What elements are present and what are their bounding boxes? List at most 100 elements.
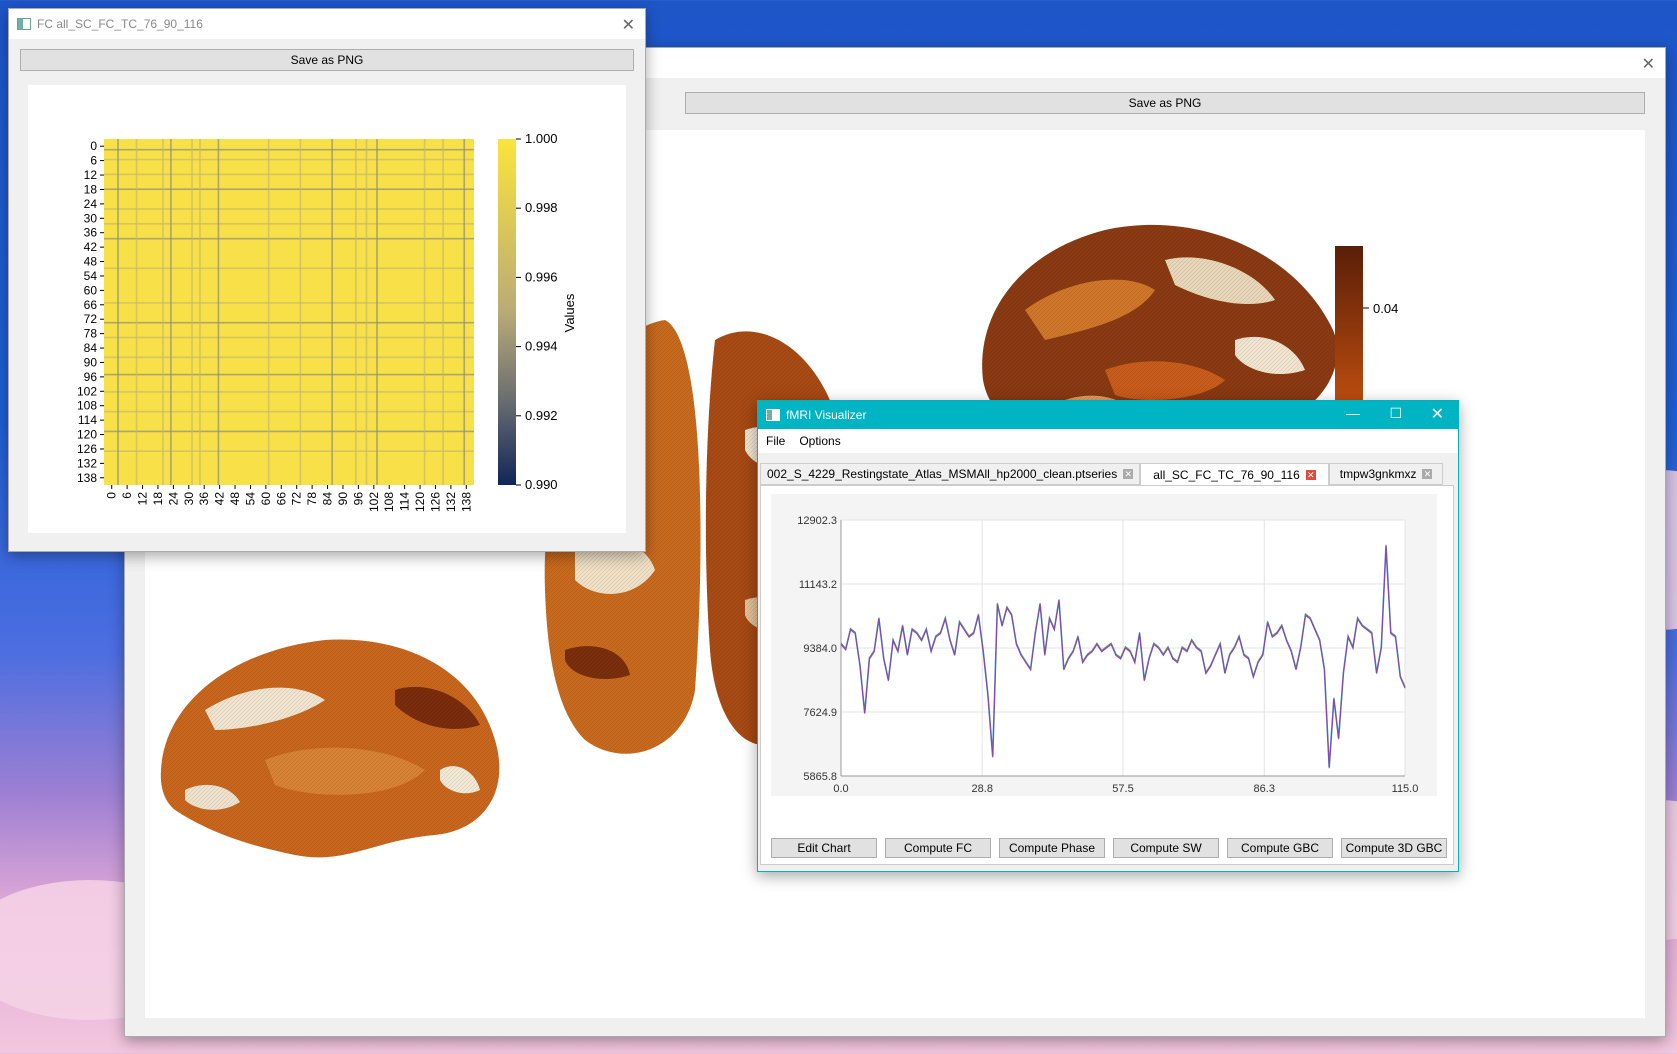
- chart-area[interactable]: 12902.3 11143.2 9384.0 7624.9 5865.8 0.0 28.8…: [771, 494, 1437, 796]
- heatmap-row-band: [104, 158, 474, 161]
- compute-gbc-button[interactable]: Compute GBC: [1227, 838, 1333, 858]
- app-icon: [17, 18, 31, 30]
- heatmap-col-band: [463, 139, 466, 485]
- heatmap-row-band: [104, 356, 474, 359]
- x-tick-label: 28.8: [972, 783, 993, 795]
- x-tick-label: 84: [321, 492, 335, 506]
- heatmap-col-band: [299, 139, 302, 485]
- heatmap-col-band: [191, 139, 193, 485]
- heatmap-col-band: [170, 139, 172, 485]
- x-tick-label: 114: [398, 492, 412, 511]
- tab-close-icon[interactable]: ✕: [1305, 469, 1316, 480]
- colorbar-tick-label: 0.998: [525, 200, 558, 215]
- x-tick-label: 36: [197, 492, 211, 506]
- x-tick-label: 66: [274, 492, 288, 506]
- heatmap-row-band: [104, 430, 474, 433]
- heatmap-row-band: [104, 373, 474, 376]
- save-png-button[interactable]: Save as PNG: [20, 49, 634, 71]
- colorbar-tick-label: 0.996: [525, 269, 558, 284]
- fc-window: FC all_SC_FC_TC_76_90_116 ✕ Save as PNG …: [8, 8, 646, 552]
- y-tick-label: 66: [84, 298, 98, 312]
- heatmap-base: [104, 139, 474, 485]
- tab-ptseries[interactable]: 002_S_4229_Restingstate_Atlas_MSMAll_hp2…: [760, 463, 1141, 485]
- x-tick-label: 30: [182, 492, 196, 506]
- x-tick-label: 108: [382, 492, 396, 512]
- colorbar-tick-label: 1.000: [525, 131, 558, 146]
- y-tick-label: 30: [84, 211, 98, 225]
- y-tick-label: 90: [84, 355, 98, 369]
- fmri-visualizer-window: fMRI Visualizer — ☐ ✕ File Options 002_S…: [757, 400, 1459, 872]
- fc-heatmap-panel: 0 6 12 18 24 30 36 42 48 54 60 66 72 78 84 90 96 102 108 11…: [28, 85, 626, 533]
- x-tick-label: 0: [105, 492, 119, 499]
- heatmap-row-band: [104, 188, 474, 191]
- brain-colorbar-tick: 0.04: [1373, 301, 1398, 316]
- y-tick-label: 0: [90, 139, 97, 153]
- chart-series: [840, 544, 1406, 769]
- close-icon[interactable]: ✕: [1430, 406, 1444, 423]
- close-icon[interactable]: ✕: [621, 17, 635, 34]
- minimize-icon[interactable]: —: [1346, 405, 1360, 421]
- y-tick-label: 12902.3: [797, 515, 837, 527]
- x-tick-label: 86.3: [1254, 783, 1275, 795]
- y-tick-label: 126: [77, 442, 97, 456]
- heatmap-row-band: [104, 148, 474, 151]
- y-tick-label: 132: [77, 456, 97, 470]
- tab-all-sc-fc[interactable]: all_SC_FC_TC_76_90_116 ✕: [1140, 463, 1329, 485]
- x-tick-label: 78: [305, 492, 319, 506]
- y-tick-label: 138: [77, 471, 97, 485]
- heatmap-row-band: [104, 267, 474, 270]
- heatmap-col-band: [365, 139, 368, 485]
- menu-file[interactable]: File: [766, 434, 786, 448]
- x-tick-label: 72: [290, 492, 304, 506]
- save-png-button[interactable]: Save as PNG: [685, 92, 1645, 114]
- x-tick-label: 54: [243, 492, 257, 506]
- edit-chart-button[interactable]: Edit Chart: [771, 838, 877, 858]
- heatmap-colorbar-label: Values: [562, 293, 577, 332]
- tab-close-icon[interactable]: ✕: [1123, 469, 1134, 479]
- heatmap-row-band: [104, 450, 474, 452]
- heatmap-row-band: [104, 223, 474, 225]
- heatmap-row-band: [104, 302, 474, 304]
- compute-3d-gbc-button[interactable]: Compute 3D GBC: [1341, 838, 1447, 858]
- heatmap-y-ticks: 0612182430364248546066727884909610210811…: [77, 139, 104, 485]
- y-tick-label: 7624.9: [803, 707, 837, 719]
- line-chart: 12902.3 11143.2 9384.0 7624.9 5865.8 0.0 28.8…: [797, 515, 1418, 795]
- fmri-window-title: fMRI Visualizer: [786, 408, 867, 422]
- maximize-icon[interactable]: ☐: [1389, 405, 1402, 421]
- colorbar-tick-label: 0.990: [525, 477, 558, 492]
- x-tick-label: 126: [428, 492, 442, 512]
- chart-y-ticks: 12902.3 11143.2 9384.0 7624.9 5865.8: [797, 515, 837, 783]
- heatmap-col-band: [423, 139, 426, 485]
- tab-bar: 002_S_4229_Restingstate_Atlas_MSMAll_hp2…: [760, 463, 1444, 485]
- menu-options[interactable]: Options: [799, 434, 841, 448]
- compute-sw-button[interactable]: Compute SW: [1113, 838, 1219, 858]
- heatmap-row-band: [104, 208, 474, 210]
- heatmap-col-band: [135, 139, 138, 485]
- heatmap-col-band: [331, 139, 333, 485]
- heatmap-row-band: [104, 391, 474, 393]
- x-tick-label: 42: [213, 492, 227, 506]
- tab-label: tmpw3gnkmxz: [1339, 467, 1417, 481]
- x-tick-label: 132: [444, 492, 458, 512]
- y-tick-label: 102: [77, 384, 97, 398]
- y-tick-label: 96: [84, 370, 98, 384]
- y-tick-label: 120: [77, 428, 97, 442]
- x-tick-label: 18: [151, 492, 165, 506]
- fmri-titlebar: fMRI Visualizer — ☐ ✕: [758, 401, 1458, 429]
- compute-phase-button[interactable]: Compute Phase: [999, 838, 1105, 858]
- x-tick-label: 12: [136, 492, 150, 506]
- compute-fc-button[interactable]: Compute FC: [885, 838, 991, 858]
- tab-tmp[interactable]: tmpw3gnkmxz ✕: [1328, 463, 1444, 485]
- y-tick-label: 42: [84, 240, 98, 254]
- y-tick-label: 84: [84, 341, 98, 355]
- x-tick-label: 90: [336, 492, 350, 506]
- colorbar-tick-label: 0.994: [525, 339, 558, 354]
- close-icon[interactable]: ✕: [1641, 56, 1655, 73]
- heatmap-col-band: [199, 139, 201, 485]
- heatmap-col-band: [117, 139, 119, 485]
- x-tick-label: 120: [413, 492, 427, 512]
- x-tick-label: 60: [259, 492, 273, 506]
- action-buttons: Edit Chart Compute FC Compute Phase Comp…: [771, 838, 1447, 858]
- tab-close-icon[interactable]: ✕: [1422, 469, 1433, 479]
- y-tick-label: 9384.0: [803, 643, 837, 655]
